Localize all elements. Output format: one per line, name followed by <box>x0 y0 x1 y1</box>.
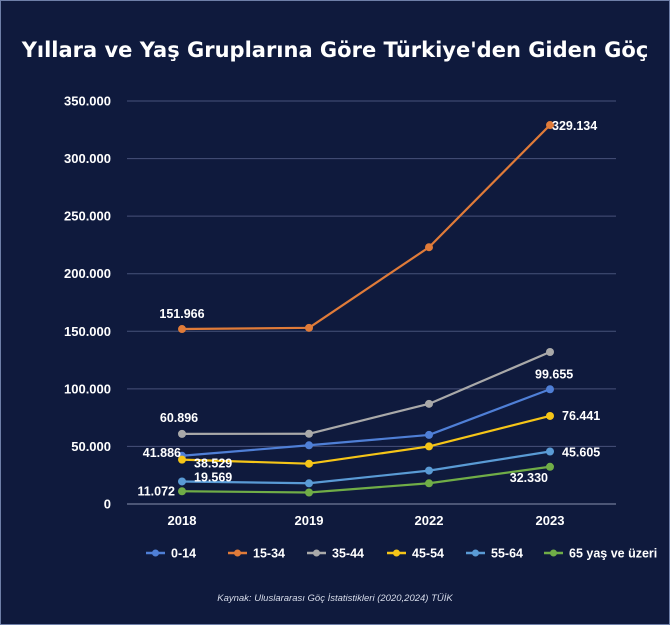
data-point <box>546 348 554 357</box>
series-line <box>181 351 551 435</box>
legend-item: 55-64 <box>466 547 523 561</box>
data-label: 151.966 <box>159 307 204 321</box>
data-label: 38.529 <box>194 457 232 471</box>
gridlines <box>127 100 616 505</box>
data-point <box>178 429 186 438</box>
data-point <box>178 325 186 334</box>
data-label: 19.569 <box>194 470 232 484</box>
legend-item: 15-34 <box>228 547 285 561</box>
data-point <box>425 399 433 408</box>
data-point <box>546 462 554 471</box>
y-tick-label: 350.000 <box>64 94 111 109</box>
data-points <box>178 121 554 497</box>
legend-swatch-marker <box>234 549 241 557</box>
data-point <box>305 479 313 488</box>
y-tick-label: 0 <box>104 497 111 512</box>
x-axis: 2018 2019 2022 2023 <box>168 513 565 528</box>
series-line <box>181 124 551 331</box>
legend-swatch-marker <box>550 549 557 557</box>
data-point <box>305 459 313 468</box>
legend-item: 35-44 <box>307 547 364 561</box>
series-line <box>181 450 551 485</box>
legend-swatch-marker <box>152 549 159 557</box>
data-label: 99.655 <box>535 367 573 381</box>
legend-swatch-marker <box>393 549 400 557</box>
y-tick-label: 250.000 <box>64 209 111 224</box>
legend-item: 45-54 <box>387 547 444 561</box>
data-point <box>546 385 554 394</box>
legend-label: 35-44 <box>332 547 364 561</box>
data-labels: 151.966 329.134 60.896 41.886 99.655 38.529 76… <box>137 119 600 498</box>
series-line <box>181 465 551 494</box>
legend-swatch-marker <box>472 549 479 557</box>
y-tick-label: 150.000 <box>64 324 111 339</box>
chart-title: Yıllara ve Yaş Gruplarına Göre Türkiye'd… <box>21 38 649 62</box>
data-label: 60.896 <box>160 411 198 425</box>
data-label: 41.886 <box>143 446 181 460</box>
legend-label: 55-64 <box>491 547 523 561</box>
data-label: 11.072 <box>137 484 175 498</box>
data-point <box>425 442 433 451</box>
data-point <box>178 477 186 486</box>
data-point <box>305 488 313 497</box>
x-tick-label: 2018 <box>168 513 197 528</box>
data-point <box>546 447 554 456</box>
data-point <box>546 121 554 130</box>
y-tick-label: 50.000 <box>71 439 111 454</box>
legend-item: 0-14 <box>146 547 196 561</box>
x-tick-label: 2019 <box>295 513 324 528</box>
y-axis: 0 50.000 100.000 150.000 200.000 250.000 300.0… <box>64 94 111 512</box>
data-point <box>178 455 186 464</box>
y-tick-label: 100.000 <box>64 381 111 396</box>
series-lines <box>181 124 551 494</box>
series-line <box>181 414 551 465</box>
legend-label: 65 yaş ve üzeri <box>569 547 657 561</box>
data-point <box>425 466 433 475</box>
x-tick-label: 2022 <box>415 513 444 528</box>
data-label: 32.330 <box>510 471 548 485</box>
x-tick-label: 2023 <box>536 513 565 528</box>
y-tick-label: 200.000 <box>64 266 111 281</box>
data-point <box>425 430 433 439</box>
legend-label: 45-54 <box>412 547 444 561</box>
data-point <box>305 429 313 438</box>
data-point <box>425 479 433 488</box>
data-point <box>305 441 313 450</box>
legend-label: 0-14 <box>171 547 196 561</box>
data-label: 76.441 <box>562 409 600 423</box>
legend-item: 65 yaş ve üzeri <box>544 547 657 561</box>
source-note: Kaynak: Uluslararası Göç İstatistikleri … <box>217 593 453 604</box>
data-point <box>425 243 433 252</box>
data-label: 329.134 <box>552 119 597 133</box>
legend-label: 15-34 <box>253 547 285 561</box>
data-point <box>305 323 313 332</box>
legend: 0-14 15-34 35-44 45-54 55-64 65 yaş ve üzeri <box>146 547 657 561</box>
data-label: 45.605 <box>562 445 600 459</box>
data-point <box>178 487 186 496</box>
y-tick-label: 300.000 <box>64 151 111 166</box>
data-point <box>546 411 554 420</box>
series-line <box>181 388 551 457</box>
legend-swatch-marker <box>313 549 320 557</box>
